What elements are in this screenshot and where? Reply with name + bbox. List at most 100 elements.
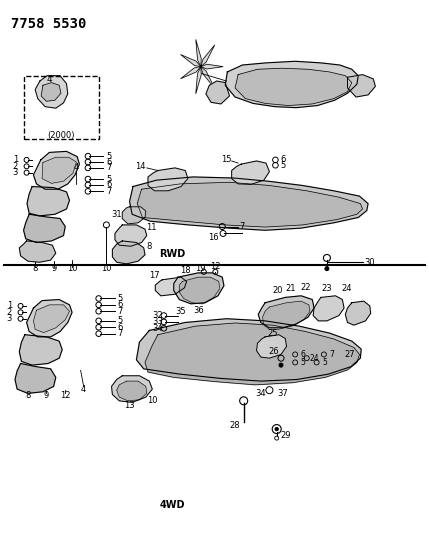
Text: 30: 30 [365,258,375,266]
Text: 24: 24 [341,285,352,293]
Text: 7: 7 [118,307,123,316]
Circle shape [275,427,278,431]
Polygon shape [174,273,224,304]
Polygon shape [155,277,187,296]
Text: 1: 1 [13,156,18,164]
Text: 12: 12 [60,391,70,400]
Text: 26: 26 [269,348,279,356]
Text: 8: 8 [33,264,38,273]
Text: 13: 13 [124,401,135,409]
Polygon shape [24,214,65,243]
Polygon shape [136,319,361,381]
Polygon shape [347,75,375,97]
Polygon shape [201,45,214,67]
Text: 10: 10 [67,264,77,273]
Text: 5: 5 [118,294,123,303]
Text: 15: 15 [221,156,232,164]
Polygon shape [137,182,363,227]
Text: 7758 5530: 7758 5530 [11,17,86,31]
Polygon shape [27,300,72,337]
Text: 16: 16 [208,233,219,242]
Text: 21: 21 [286,285,296,293]
Text: 4: 4 [74,164,79,172]
Text: 23: 23 [322,285,332,293]
Text: 5: 5 [322,358,327,367]
Polygon shape [33,305,69,333]
Polygon shape [148,168,188,191]
Text: 8: 8 [25,391,30,400]
Text: 34: 34 [256,389,266,398]
Text: 7: 7 [329,350,334,359]
Polygon shape [19,241,56,262]
Text: 9: 9 [44,391,49,400]
Text: 9: 9 [51,264,56,273]
Text: 34: 34 [153,324,163,333]
Polygon shape [27,187,69,216]
Text: 7: 7 [106,187,112,196]
Text: (2000): (2000) [48,131,75,140]
Text: 8: 8 [147,242,152,251]
Text: 6: 6 [281,156,286,164]
Polygon shape [345,301,371,325]
Text: 14: 14 [136,162,146,171]
Polygon shape [117,381,147,401]
Text: 10: 10 [147,397,157,405]
Polygon shape [201,67,214,88]
Polygon shape [263,301,310,329]
Text: 10: 10 [101,264,112,273]
Polygon shape [181,54,201,67]
Text: 3: 3 [7,314,12,323]
Polygon shape [225,61,358,108]
Text: 27: 27 [344,350,355,359]
Polygon shape [201,64,223,69]
Polygon shape [145,323,360,385]
Text: 37: 37 [277,389,288,398]
Text: 3: 3 [13,168,18,177]
Text: 22: 22 [300,284,311,292]
Text: 5: 5 [300,358,305,367]
Polygon shape [130,177,368,230]
Polygon shape [35,76,68,108]
Circle shape [279,363,283,367]
Text: 29: 29 [280,432,290,440]
Text: 5: 5 [106,175,112,183]
Polygon shape [313,296,344,321]
Text: 6: 6 [106,158,112,166]
Text: 1: 1 [7,302,12,310]
Text: 4: 4 [81,385,86,393]
Polygon shape [15,364,56,393]
Text: 5: 5 [106,152,112,160]
Polygon shape [196,39,201,67]
Text: 2: 2 [13,162,18,171]
Polygon shape [206,81,230,104]
Text: 2: 2 [7,308,12,317]
Text: 7: 7 [239,222,244,231]
Text: 7: 7 [118,329,123,338]
Polygon shape [112,241,145,264]
Text: 25: 25 [267,329,278,337]
Text: 17: 17 [149,271,160,279]
Polygon shape [41,83,61,101]
Polygon shape [179,277,220,304]
Circle shape [325,266,329,271]
Text: 6: 6 [118,301,123,309]
Polygon shape [19,335,62,365]
Text: 19: 19 [196,264,206,273]
Text: 31: 31 [111,210,121,219]
Polygon shape [235,68,352,106]
Polygon shape [112,376,152,402]
Polygon shape [181,67,201,79]
Text: RWD: RWD [159,249,186,259]
Text: 5: 5 [118,317,123,325]
Text: 20: 20 [273,286,283,295]
Text: 24: 24 [310,354,319,362]
Text: 32: 32 [153,311,163,320]
Polygon shape [115,225,147,246]
Text: 12: 12 [210,262,221,271]
Bar [24,76,99,139]
Text: 7: 7 [106,164,112,172]
Polygon shape [33,151,79,189]
Text: 36: 36 [193,306,204,314]
Polygon shape [258,296,314,328]
Polygon shape [232,161,269,184]
